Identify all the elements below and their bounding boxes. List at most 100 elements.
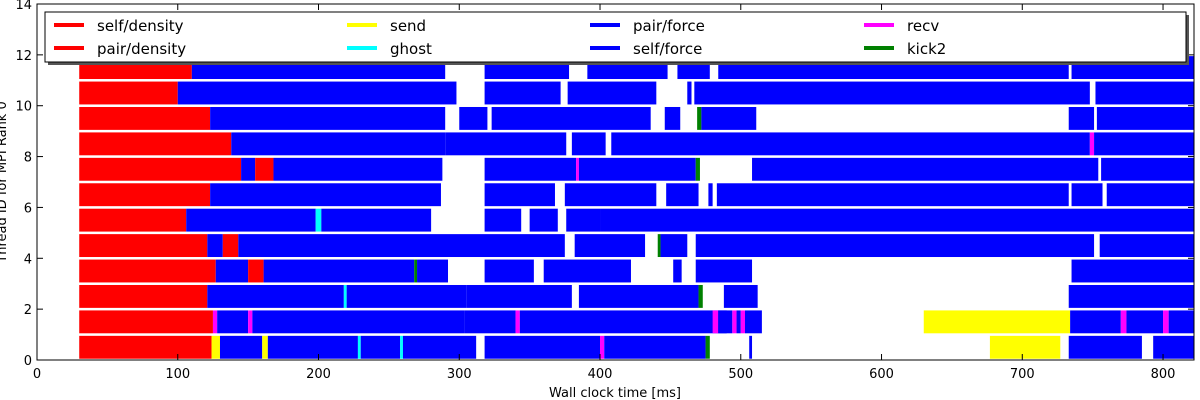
task-bar-force <box>273 157 443 181</box>
task-bar-send <box>989 335 1061 359</box>
task-bar-recv <box>712 310 719 334</box>
y-tick-label: 8 <box>24 151 32 166</box>
legend-label: kick2 <box>907 40 946 58</box>
task-bar-recv <box>732 310 737 334</box>
task-bar-force <box>263 259 415 283</box>
task-bar-recv <box>212 310 218 334</box>
task-bar-recv <box>600 335 605 359</box>
x-tick-label: 100 <box>165 367 190 382</box>
legend-box <box>44 11 1187 63</box>
task-bar-force <box>519 310 727 334</box>
task-bar-force <box>207 284 344 308</box>
task-bar-force <box>466 284 572 308</box>
task-bar-force <box>1168 310 1194 334</box>
task-bar-kick2 <box>657 234 661 258</box>
task-bar-force <box>694 81 1090 105</box>
task-bar-density <box>79 310 213 334</box>
task-bar-force <box>604 335 706 359</box>
task-bar-density <box>79 183 211 207</box>
task-bar-force <box>666 183 699 207</box>
task-bar-force <box>1153 335 1194 359</box>
task-bar-force <box>219 335 263 359</box>
task-bar-force <box>564 183 657 207</box>
legend-label: pair/force <box>633 17 705 35</box>
task-bar-ghost <box>343 284 347 308</box>
task-bar-force <box>267 335 358 359</box>
task-bar-force <box>1068 284 1194 308</box>
task-bar-recv <box>1163 310 1169 334</box>
task-bar-recv <box>1120 310 1127 334</box>
task-bar-force <box>241 157 256 181</box>
task-bar-force <box>529 208 558 232</box>
task-bar-density <box>79 234 208 258</box>
task-bar-force <box>749 335 753 359</box>
task-bar-density <box>79 106 211 130</box>
task-bar-force <box>484 157 577 181</box>
task-bar-force <box>459 106 488 130</box>
task-bar-force <box>1068 106 1095 130</box>
task-bar-force <box>217 310 249 334</box>
x-tick-label: 200 <box>306 367 331 382</box>
legend: self/density pair/density send ghost pair/fo… <box>44 11 1189 65</box>
task-bar-force <box>484 335 601 359</box>
task-bar-force <box>716 183 1069 207</box>
task-bar-force <box>238 234 565 258</box>
task-bar-ghost <box>400 335 403 359</box>
task-bar-ghost <box>315 208 322 232</box>
task-bar-force <box>445 132 567 156</box>
x-tick-label: 500 <box>728 367 753 382</box>
task-bar-force <box>1071 183 1103 207</box>
task-bar-force <box>1099 234 1194 258</box>
task-bar-force <box>484 81 561 105</box>
task-bar-density <box>79 208 187 232</box>
task-bar-force <box>1095 81 1194 105</box>
task-bar-force <box>1068 335 1142 359</box>
task-bar-force <box>673 259 682 283</box>
x-tick-label: 300 <box>447 367 472 382</box>
task-bar-force <box>578 284 699 308</box>
legend-label: recv <box>907 17 939 35</box>
legend-label: self/density <box>97 17 184 35</box>
task-bar-recv <box>515 310 520 334</box>
task-bar-force <box>484 208 522 232</box>
task-bar-force <box>1096 106 1194 130</box>
task-bar-force <box>543 259 631 283</box>
task-bar-force <box>1126 310 1164 334</box>
task-bar-force <box>207 234 223 258</box>
task-bar-recv <box>576 157 579 181</box>
x-tick-label: 800 <box>1151 367 1176 382</box>
task-bar-force <box>484 183 555 207</box>
task-bar-kick2 <box>695 157 700 181</box>
task-bar-recv <box>248 310 253 334</box>
task-bar-force <box>660 234 688 258</box>
task-bar-ghost <box>357 335 361 359</box>
task-bar-recv <box>1089 132 1095 156</box>
task-bar-force <box>752 157 1099 181</box>
x-axis: 0 100 200 300 400 500 600 700 800 <box>33 4 1176 382</box>
task-bar-force <box>1070 310 1121 334</box>
x-axis-label: Wall clock time [ms] <box>549 386 681 400</box>
task-bar-force <box>231 132 446 156</box>
y-tick-label: 10 <box>15 100 32 115</box>
legend-label: ghost <box>390 40 432 58</box>
task-bar-force <box>1106 183 1194 207</box>
legend-label: self/force <box>633 40 702 58</box>
task-bar-force <box>360 335 401 359</box>
task-bar-force <box>611 132 1090 156</box>
task-bar-force <box>723 284 758 308</box>
task-bar-force <box>215 259 249 283</box>
task-bar-force <box>402 335 477 359</box>
task-bar-kick2 <box>705 335 710 359</box>
task-bar-force <box>574 234 646 258</box>
y-tick-label: 6 <box>24 201 32 216</box>
task-bar-force <box>1101 157 1194 181</box>
task-bar-density <box>222 234 239 258</box>
x-tick-label: 700 <box>1010 367 1035 382</box>
task-bar-kick2 <box>414 259 418 283</box>
task-bar-density <box>79 81 178 105</box>
task-bar-force <box>464 310 516 334</box>
task-bar-force <box>701 106 757 130</box>
task-bar-force <box>571 132 606 156</box>
task-bar-force <box>566 208 601 232</box>
